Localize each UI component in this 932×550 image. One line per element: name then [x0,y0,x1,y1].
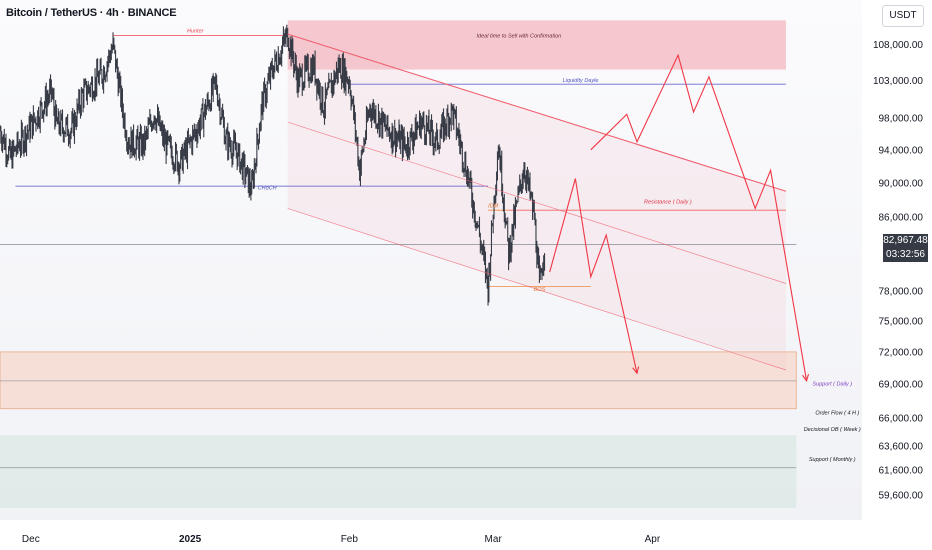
sell-zone[interactable] [287,20,786,70]
idm-label: IDM [488,204,499,210]
price-tick-label: 63,600.00 [879,441,924,452]
resistance-label: Resistance ( Daily ) [644,199,692,205]
liquidity-label: Liquidity Dayle [563,78,599,84]
time-tick-label: Mar [485,534,503,545]
decisional-ob-label: Decisional OB ( Week ) [804,427,861,433]
daily-support-zone[interactable] [0,351,797,410]
price-tick-label: 103,000.00 [873,76,923,87]
time-tick-label: Dec [22,534,40,545]
sell-zone-label: Ideal time to Sell with Confirmation [477,34,562,40]
price-tick-label: 66,000.00 [879,413,924,424]
price-tick-label: 98,000.00 [879,114,924,125]
choch-label: CHoCH [258,186,277,192]
price-tick-label: 108,000.00 [873,40,923,51]
hunter-label: Hunter [187,29,205,35]
price-tick-label: 78,000.00 [879,287,924,298]
price-tick-label: 94,000.00 [879,145,924,156]
price-tick-label: 59,600.00 [879,491,924,502]
channel-mid[interactable] [287,121,787,284]
price-tick-label: 75,000.00 [879,316,924,327]
currency-button[interactable]: USDT [882,5,924,27]
time-tick-label: Feb [341,534,359,545]
price-tick-label: 69,000.00 [879,380,924,391]
monthly-support-zone[interactable] [0,435,797,508]
support-monthly-label: Support ( Monthly ) [809,457,856,463]
time-tick-label: Apr [645,534,661,545]
channel-lower[interactable] [287,208,787,371]
price-tick-label: 61,600.00 [879,466,924,477]
time-tick-label: 2025 [179,534,202,545]
order-flow-label: Order Flow ( 4 H ) [815,410,859,416]
current-price-badge: 82,967.48 03:32:56 [883,234,928,262]
support-daily-label: Support ( Daily ) [812,381,852,387]
current-price-value: 82,967.48 [883,235,928,246]
price-tick-label: 86,000.00 [879,213,924,224]
resistance-line[interactable] [287,33,787,192]
bar-countdown: 03:32:56 [886,249,925,260]
symbol-title[interactable]: Bitcoin / TetherUS · 4h · BINANCE [6,7,177,19]
channel-shade [287,34,786,371]
scenario-1-path[interactable] [549,178,638,374]
plot-area[interactable] [0,0,862,520]
scenario-2-arrowhead [802,373,810,383]
price-tick-label: 72,000.00 [879,347,924,358]
price-tick-label: 90,000.00 [879,178,924,189]
scenario-1-arrowhead [632,366,640,375]
scenario-2-path[interactable] [590,53,808,381]
candles [0,24,546,306]
bos-label: BOS [534,287,546,293]
